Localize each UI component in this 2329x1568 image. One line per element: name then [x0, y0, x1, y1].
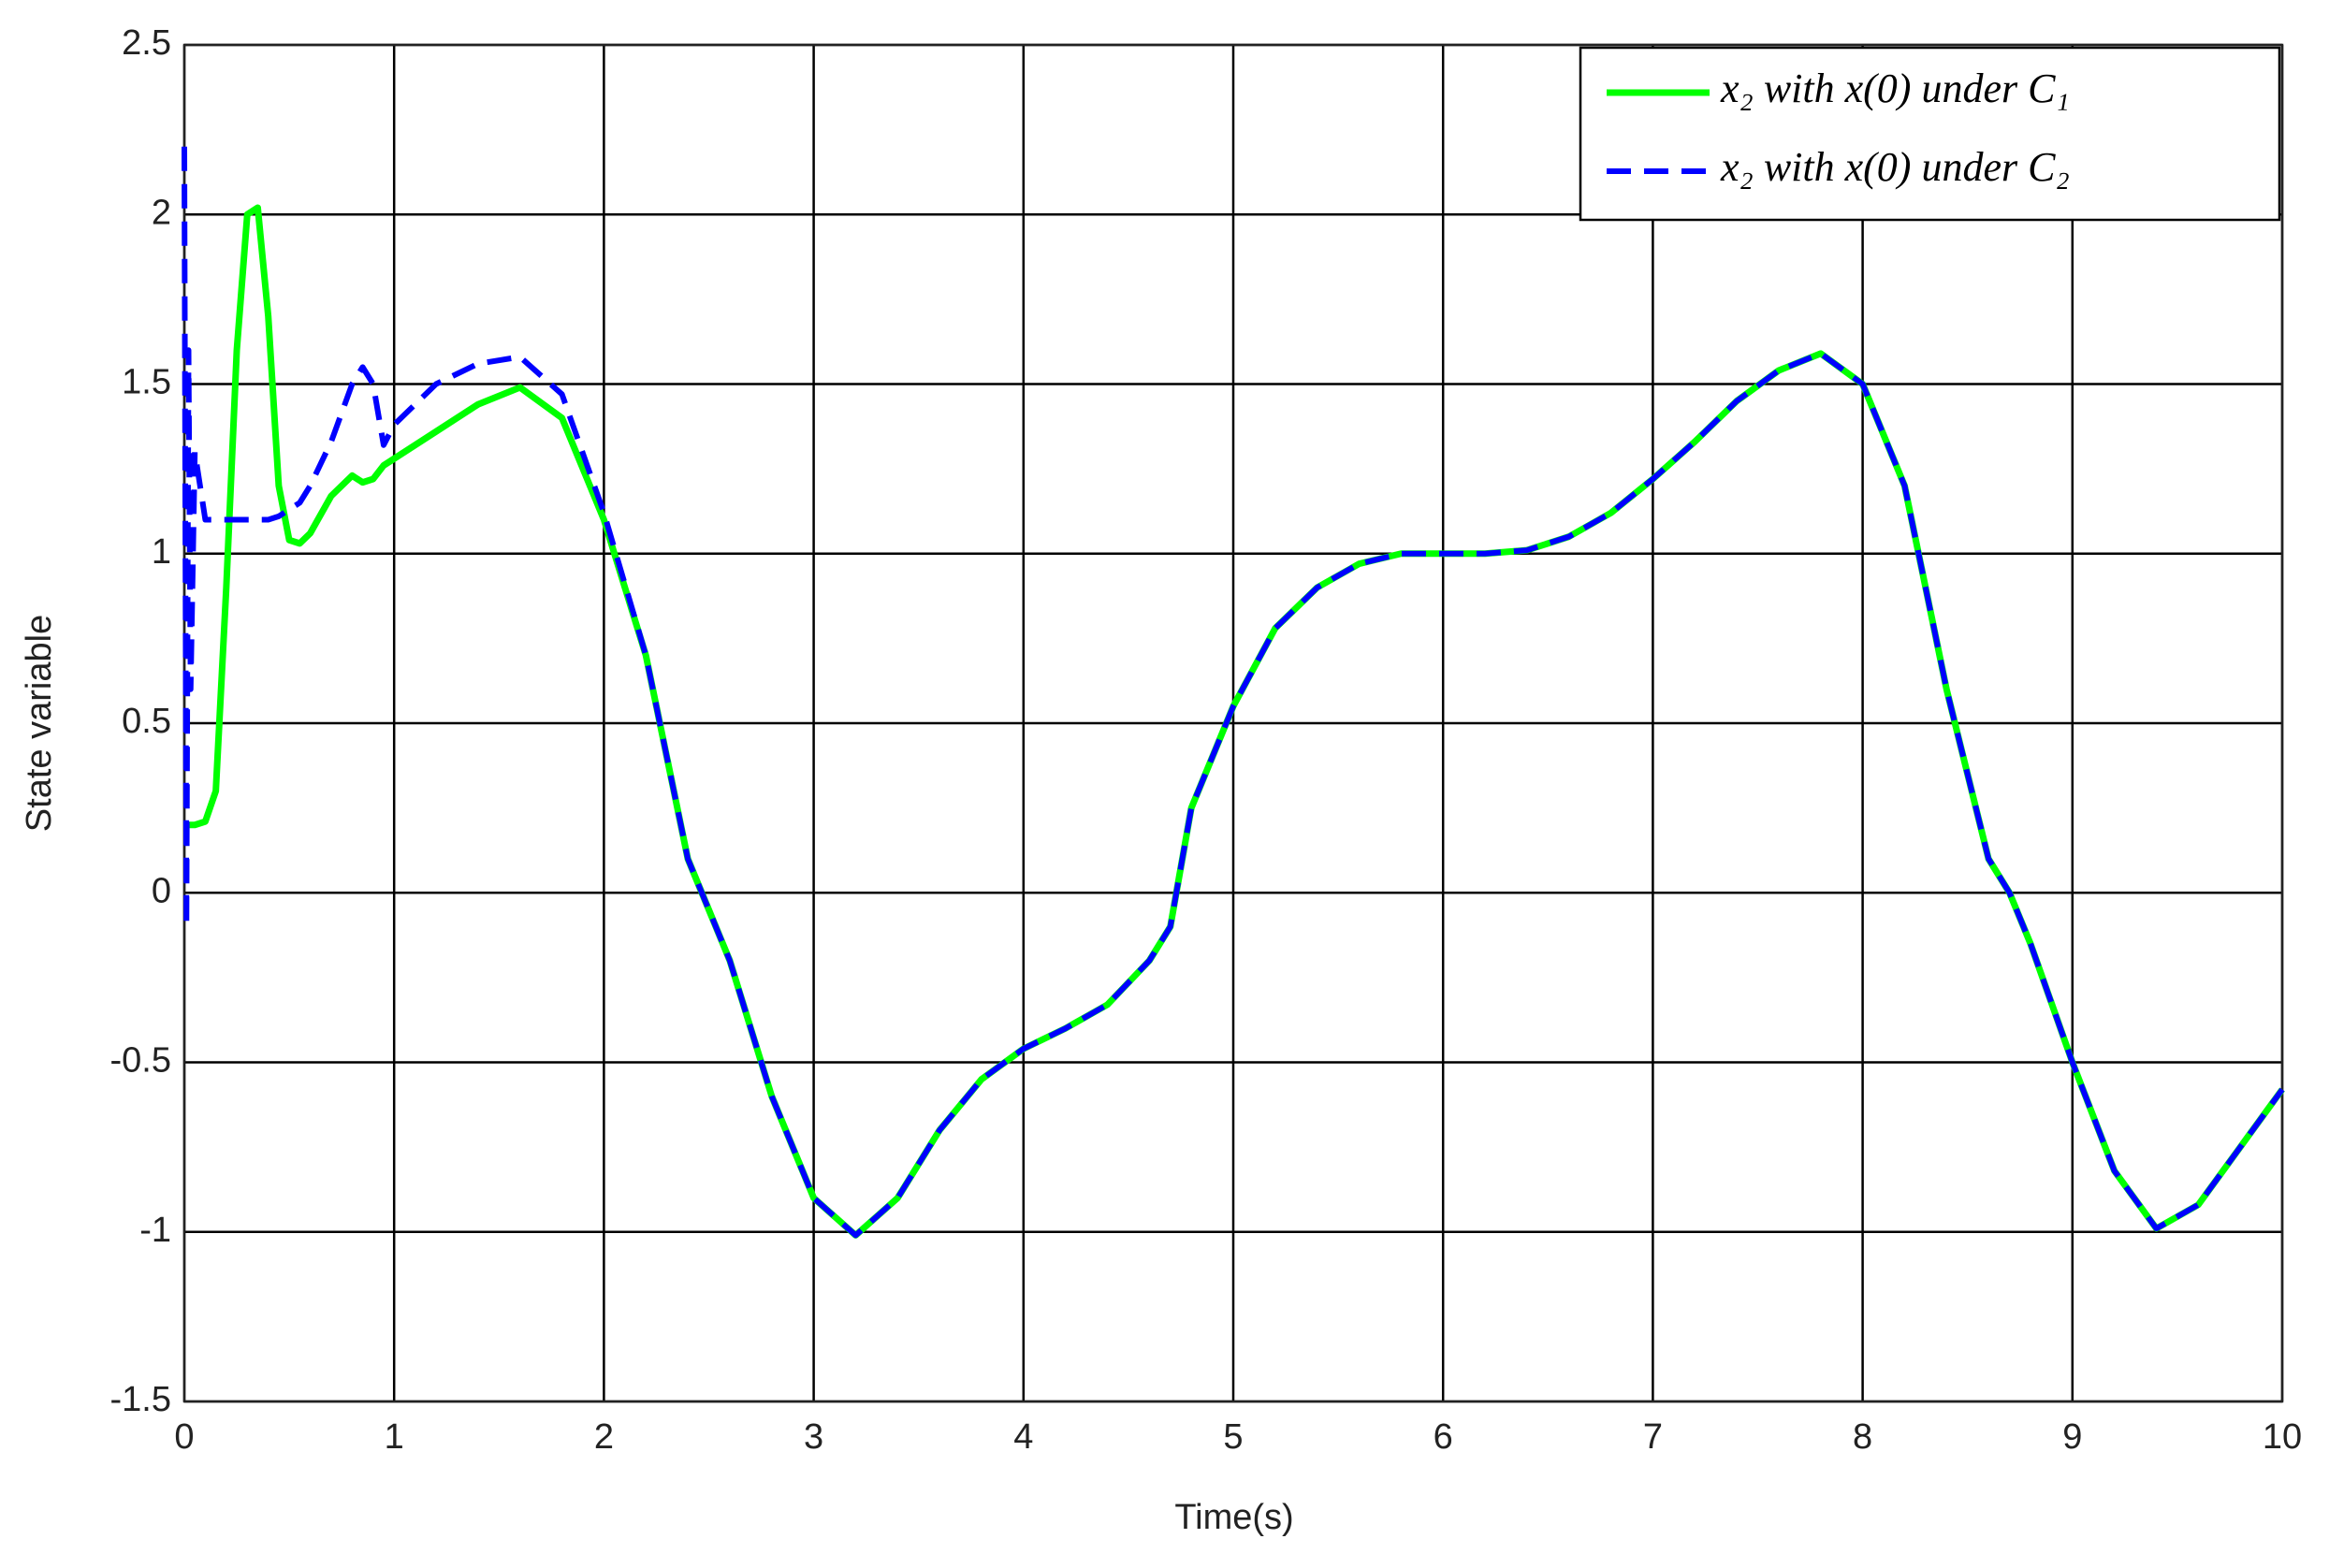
x-tick-label: 8 [1853, 1417, 1872, 1457]
x-tick-label: 1 [385, 1417, 404, 1457]
x-axis-label: Time(s) [1174, 1498, 1293, 1537]
legend-box [1579, 46, 2281, 222]
y-tick-label: 0 [152, 871, 171, 910]
legend-label: x₂ with x(0) under C₂ [1720, 144, 2070, 190]
data-line [182, 146, 2285, 1239]
x-tick-label: 6 [1434, 1417, 1453, 1457]
y-tick-label: -0.5 [110, 1041, 171, 1081]
y-tick-label: -1.5 [110, 1380, 171, 1419]
y-tick-label: 2.5 [122, 23, 171, 63]
legend-label: x₂ with x(0) under C₁ [1720, 65, 2070, 111]
y-tick-label: 2 [152, 193, 171, 232]
y-tick-label: 0.5 [122, 702, 171, 741]
x-tick-label: 4 [1013, 1417, 1033, 1457]
y-tick-label: -1 [139, 1211, 171, 1250]
y-tick-label: 1 [152, 532, 171, 572]
y-tick-label: 1.5 [122, 363, 171, 402]
x-tick-label: 0 [174, 1417, 194, 1457]
x-tick-label: 2 [594, 1417, 614, 1457]
x-tick-label: 9 [2062, 1417, 2082, 1457]
x-tick-label: 10 [2263, 1417, 2302, 1457]
x-tick-label: 3 [804, 1417, 823, 1457]
x-tick-label: 7 [1643, 1417, 1663, 1457]
y-axis-label: State variable [20, 615, 59, 832]
x-tick-label: 5 [1223, 1417, 1243, 1457]
